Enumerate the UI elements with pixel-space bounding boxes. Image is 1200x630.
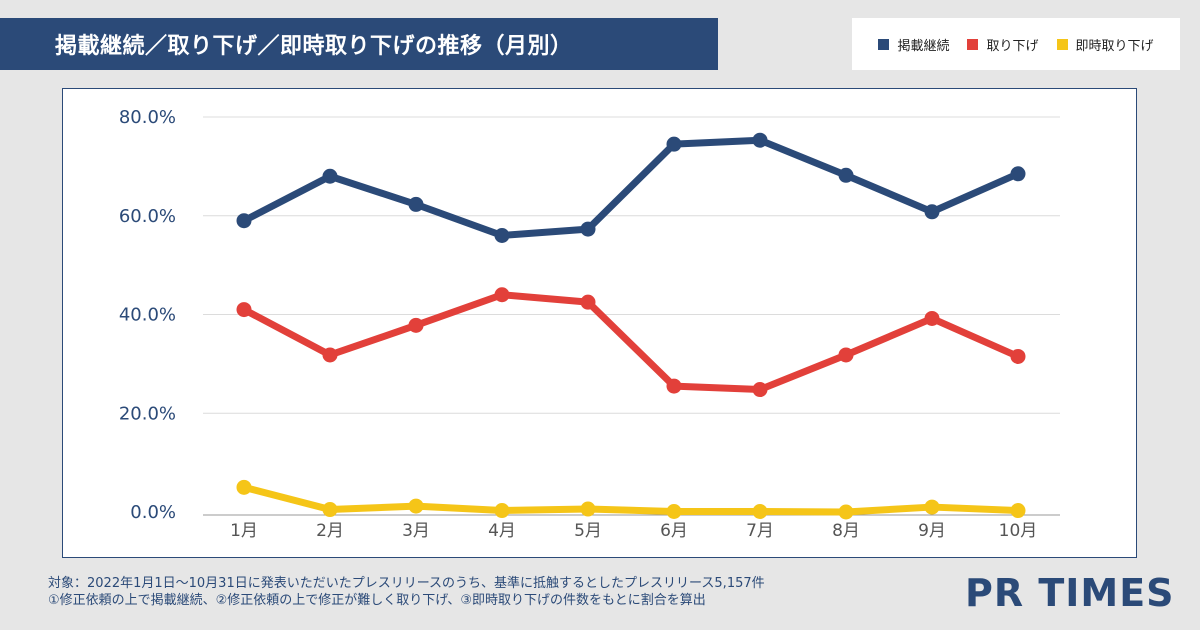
chart-panel: 0.0% 20.0% 40.0% 60.0% 80.0% 1月 2月 3月 4月 5月 6月 7月 8月… [62,88,1137,558]
data-point [494,503,510,519]
data-point [580,501,596,517]
data-point [838,167,854,183]
data-point [666,378,682,394]
y-tick-label: 20.0% [119,403,176,424]
x-tick-label: 3月 [402,521,430,541]
series-line-1 [240,136,1022,239]
legend-item-continue: 掲載継続 [878,35,949,54]
data-point [322,347,338,363]
y-tick-label: 80.0% [119,107,176,128]
x-tick-label: 2月 [316,521,344,541]
data-point [838,347,854,363]
data-point [580,221,596,237]
y-tick-label: 40.0% [119,305,176,326]
data-point [494,228,510,243]
data-point [1010,166,1026,182]
line-chart: 0.0% 20.0% 40.0% 60.0% 80.0% 1月 2月 3月 4月 5月 6月 7月 8月… [119,107,1060,541]
data-point [408,498,424,514]
legend-swatch-immediate [1056,38,1068,50]
footnote-line-2: ①修正依頼の上で掲載継続、②修正依頼の上で修正が難しく取り下げ、③即時取り下げの… [48,593,706,608]
y-tick-label: 60.0% [119,206,176,227]
footnote: 対象：2022年1月1日～10月31日に発表いただいたプレスリリースのうち、基準… [48,575,765,609]
x-tick-label: 8月 [832,521,860,541]
data-point [1010,503,1026,519]
data-point [666,504,682,520]
data-point [924,204,940,220]
data-point [580,294,596,310]
pr-times-logo: PR TIMES [965,570,1175,615]
legend-swatch-withdraw [967,38,979,50]
x-tick-label: 5月 [574,521,602,541]
legend: 掲載継続 取り下げ 即時取り下げ [852,18,1180,70]
data-point [838,504,854,520]
legend-label-withdraw: 取り下げ [986,38,1039,54]
x-tick-label: 1月 [230,521,258,541]
data-point [236,213,252,229]
y-tick-label: 0.0% [130,502,176,523]
data-point [494,287,510,303]
x-tick-label: 9月 [918,521,946,541]
x-tick-label: 7月 [746,521,774,541]
data-point [322,168,338,184]
data-point [236,302,252,318]
data-point [752,382,768,398]
legend-label-immediate: 即時取り下げ [1075,38,1154,54]
legend-label-continue: 掲載継続 [897,38,950,54]
legend-item-withdraw: 取り下げ [967,35,1039,54]
data-point [752,132,768,148]
legend-swatch-continue [878,38,890,50]
data-point [322,502,338,518]
series-line-2 [240,291,1022,394]
data-point [924,310,940,326]
legend-item-immediate: 即時取り下げ [1056,35,1154,54]
series-line-3 [240,483,1022,516]
data-point [1010,348,1026,364]
x-tick-label: 10月 [999,521,1038,541]
data-point [236,479,252,495]
data-point [408,317,424,333]
data-point [408,196,424,212]
x-tick-label: 6月 [660,521,688,541]
data-point [666,136,682,152]
chart-title: 掲載継続／取り下げ／即時取り下げの推移（月別） [0,18,718,70]
x-tick-label: 4月 [488,521,516,541]
data-point [752,504,768,520]
footnote-line-1: 対象：2022年1月1日～10月31日に発表いただいたプレスリリースのうち、基準… [48,576,765,591]
data-point [924,499,940,515]
